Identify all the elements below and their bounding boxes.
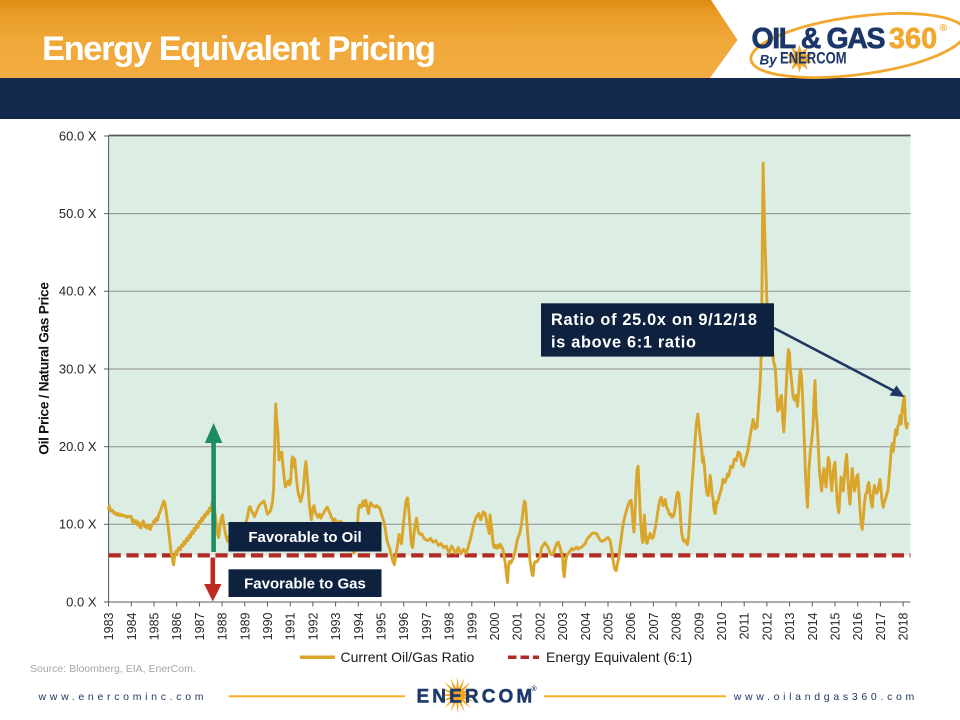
svg-text:Favorable to Oil: Favorable to Oil <box>248 529 361 546</box>
svg-text:is above 6:1 ratio: is above 6:1 ratio <box>551 334 697 352</box>
svg-text:2015: 2015 <box>829 612 843 640</box>
svg-text:60.0 X: 60.0 X <box>59 128 97 143</box>
svg-text:1986: 1986 <box>170 612 184 640</box>
svg-text:1983: 1983 <box>102 612 116 640</box>
svg-text:10.0 X: 10.0 X <box>59 517 97 532</box>
svg-text:www.oilandgas360.com: www.oilandgas360.com <box>733 691 918 703</box>
svg-text:1994: 1994 <box>352 612 366 640</box>
svg-text:1997: 1997 <box>420 612 434 640</box>
svg-text:2007: 2007 <box>647 612 661 640</box>
svg-text:1990: 1990 <box>261 612 275 640</box>
svg-text:20.0 X: 20.0 X <box>59 439 97 454</box>
svg-text:0.0 X: 0.0 X <box>66 594 97 609</box>
svg-text:50.0 X: 50.0 X <box>59 206 97 221</box>
svg-text:360: 360 <box>889 23 937 55</box>
svg-text:Oil Price / Natural Gas Price: Oil Price / Natural Gas Price <box>37 282 52 455</box>
svg-text:Source: Bloomberg, EIA, EnerCo: Source: Bloomberg, EIA, EnerCom. <box>30 663 196 675</box>
svg-text:2008: 2008 <box>670 612 684 640</box>
svg-text:1985: 1985 <box>148 612 162 640</box>
svg-text:40.0 X: 40.0 X <box>59 284 97 299</box>
svg-text:2010: 2010 <box>715 612 729 640</box>
svg-text:1995: 1995 <box>375 612 389 640</box>
svg-text:2013: 2013 <box>783 612 797 640</box>
svg-text:®: ® <box>532 685 538 693</box>
svg-text:2014: 2014 <box>806 612 820 640</box>
svg-text:2003: 2003 <box>556 612 570 640</box>
svg-text:1998: 1998 <box>443 612 457 640</box>
svg-text:2004: 2004 <box>579 612 593 640</box>
svg-text:®: ® <box>940 22 948 34</box>
svg-text:Favorable to Gas: Favorable to Gas <box>244 575 366 592</box>
svg-text:Ratio of 25.0x on 9/12/18: Ratio of 25.0x on 9/12/18 <box>551 311 758 329</box>
svg-text:ENERCOM: ENERCOM <box>780 50 847 68</box>
svg-text:1996: 1996 <box>397 612 411 640</box>
svg-text:2011: 2011 <box>738 612 752 639</box>
svg-text:2006: 2006 <box>624 612 638 640</box>
svg-text:2012: 2012 <box>760 612 774 640</box>
svg-text:2005: 2005 <box>602 612 616 640</box>
svg-text:2002: 2002 <box>533 612 547 640</box>
svg-text:ENERCOM: ENERCOM <box>417 687 536 708</box>
svg-text:1999: 1999 <box>465 612 479 640</box>
svg-text:30.0 X: 30.0 X <box>59 361 97 376</box>
svg-text:2017: 2017 <box>874 612 888 640</box>
svg-text:1988: 1988 <box>216 612 230 640</box>
svg-text:2018: 2018 <box>897 612 911 640</box>
svg-text:Energy Equivalent (6:1): Energy Equivalent (6:1) <box>546 649 692 665</box>
svg-text:2009: 2009 <box>692 612 706 640</box>
svg-text:2001: 2001 <box>511 612 525 640</box>
svg-text:2016: 2016 <box>851 612 865 640</box>
svg-text:1992: 1992 <box>306 612 320 640</box>
svg-text:By: By <box>760 53 779 68</box>
svg-text:OIL & GAS: OIL & GAS <box>752 23 885 55</box>
svg-text:1984: 1984 <box>125 612 139 640</box>
svg-text:1991: 1991 <box>284 612 298 640</box>
svg-text:2000: 2000 <box>488 612 502 640</box>
svg-text:1987: 1987 <box>193 612 207 640</box>
svg-text:Current Oil/Gas Ratio: Current Oil/Gas Ratio <box>341 649 475 665</box>
svg-text:www.enercominc.com: www.enercominc.com <box>38 691 208 703</box>
svg-text:1989: 1989 <box>238 612 252 640</box>
svg-text:1993: 1993 <box>329 612 343 640</box>
svg-text:Energy Equivalent Pricing: Energy Equivalent Pricing <box>42 30 435 68</box>
